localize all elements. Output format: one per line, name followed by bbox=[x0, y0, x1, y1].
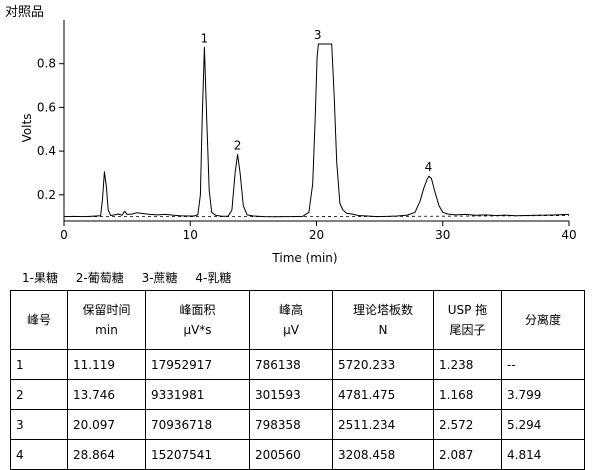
header-usp-tailing: USP 拖尾因子 bbox=[433, 290, 502, 350]
legend-item-1: 1-果糖 bbox=[22, 271, 58, 285]
cell-resolution: 4.814 bbox=[501, 439, 585, 470]
cell-peak-no: 3 bbox=[10, 409, 68, 440]
legend-item-4: 4-乳糖 bbox=[195, 271, 232, 285]
chromatogram-chart: 对照品 0 10 20 30 40 0.2 0.4 0.6 0.8 1 2 3 4 Time (min)… bbox=[5, 5, 577, 265]
cell-theoretical-plates: 5720.233 bbox=[332, 349, 434, 380]
table-row: 3 20.097 70936718 798358 2511.234 2.572 … bbox=[10, 409, 585, 440]
cell-retention-time: 28.864 bbox=[67, 439, 146, 470]
header-retention-time: 保留时间 min bbox=[67, 290, 146, 350]
cell-resolution: 3.799 bbox=[501, 379, 585, 410]
cell-peak-area: 70936718 bbox=[145, 409, 250, 440]
x-tick-label: 0 bbox=[60, 228, 68, 242]
table-header-row: 峰号 保留时间 min 峰面积 μV*s 峰高 μV 理论塔板数 N USP 拖尾因子 … bbox=[10, 290, 585, 350]
y-tick-label: 0.8 bbox=[37, 57, 56, 71]
cell-resolution: -- bbox=[501, 349, 585, 380]
header-theoretical-plates: 理论塔板数 N bbox=[332, 290, 434, 350]
y-tick-label: 0.2 bbox=[37, 188, 56, 202]
cell-resolution: 5.294 bbox=[501, 409, 585, 440]
cell-theoretical-plates: 3208.458 bbox=[332, 439, 434, 470]
legend-item-3: 3-蔗糖 bbox=[141, 271, 178, 285]
plot-area: 0 10 20 30 40 0.2 0.4 0.6 0.8 1 2 3 4 bbox=[37, 20, 577, 242]
cell-peak-no: 4 bbox=[10, 439, 68, 470]
cell-usp-tailing: 2.087 bbox=[433, 439, 502, 470]
cell-peak-height: 301593 bbox=[249, 379, 333, 410]
x-tick-label: 40 bbox=[561, 228, 576, 242]
peak-label: 2 bbox=[234, 138, 242, 152]
y-tick-label: 0.4 bbox=[37, 144, 56, 158]
x-axis-label: Time (min) bbox=[271, 251, 337, 265]
legend-item-2: 2-葡萄糖 bbox=[75, 271, 124, 285]
chromatogram-trace bbox=[63, 43, 570, 218]
peak-label: 4 bbox=[425, 160, 433, 174]
header-peak-no: 峰号 bbox=[10, 290, 68, 350]
cell-peak-area: 15207541 bbox=[145, 439, 250, 470]
cell-peak-area: 9331981 bbox=[145, 379, 250, 410]
y-axis-label: Volts bbox=[20, 114, 34, 143]
cell-peak-height: 786138 bbox=[249, 349, 333, 380]
cell-retention-time: 11.119 bbox=[67, 349, 146, 380]
baseline-dashed-line bbox=[64, 215, 570, 217]
cell-usp-tailing: 1.238 bbox=[433, 349, 502, 380]
cell-peak-no: 2 bbox=[10, 379, 68, 410]
y-tick-label: 0.6 bbox=[37, 100, 56, 114]
cell-retention-time: 20.097 bbox=[67, 409, 146, 440]
cell-usp-tailing: 2.572 bbox=[433, 409, 502, 440]
header-peak-height: 峰高 μV bbox=[249, 290, 333, 350]
table-row: 2 13.746 9331981 301593 4781.475 1.168 3… bbox=[10, 379, 585, 410]
x-tick-label: 10 bbox=[183, 228, 198, 242]
peak-legend: 1-果糖 2-葡萄糖 3-蔗糖 4-乳糖 bbox=[22, 269, 245, 286]
x-tick-label: 30 bbox=[435, 228, 450, 242]
results-table: 峰号 保留时间 min 峰面积 μV*s 峰高 μV 理论塔板数 N USP 拖尾因子 … bbox=[10, 290, 585, 470]
cell-peak-height: 798358 bbox=[249, 409, 333, 440]
cell-theoretical-plates: 4781.475 bbox=[332, 379, 434, 410]
header-resolution: 分离度 bbox=[501, 290, 585, 350]
cell-peak-area: 17952917 bbox=[145, 349, 250, 380]
cell-peak-height: 200560 bbox=[249, 439, 333, 470]
peak-label: 3 bbox=[314, 28, 322, 42]
cell-retention-time: 13.746 bbox=[67, 379, 146, 410]
table-row: 4 28.864 15207541 200560 3208.458 2.087 … bbox=[10, 439, 585, 470]
peak-label: 1 bbox=[201, 31, 209, 45]
chart-title: 对照品 bbox=[5, 5, 44, 20]
cell-theoretical-plates: 2511.234 bbox=[332, 409, 434, 440]
table-row: 1 11.119 17952917 786138 5720.233 1.238 … bbox=[10, 349, 585, 380]
cell-peak-no: 1 bbox=[10, 349, 68, 380]
header-peak-area: 峰面积 μV*s bbox=[145, 290, 250, 350]
cell-usp-tailing: 1.168 bbox=[433, 379, 502, 410]
x-tick-label: 20 bbox=[309, 228, 324, 242]
